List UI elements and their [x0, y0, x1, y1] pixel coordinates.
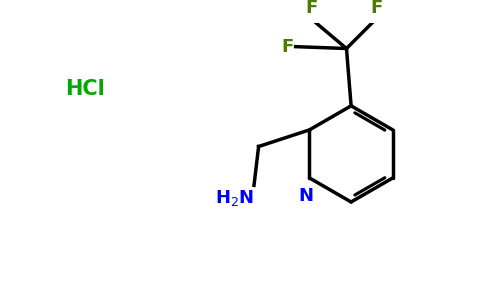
Text: F: F — [282, 38, 294, 56]
Text: H$_2$N: H$_2$N — [215, 188, 254, 208]
Text: HCl: HCl — [65, 79, 105, 99]
Text: F: F — [305, 0, 318, 17]
Text: F: F — [370, 0, 382, 17]
Text: N: N — [298, 187, 313, 205]
